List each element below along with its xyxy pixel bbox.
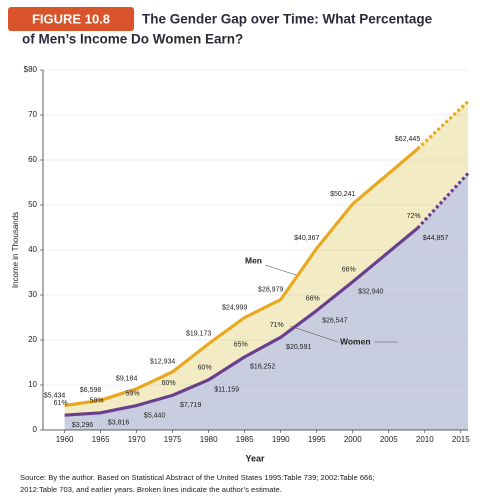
value-label: $44,857 (423, 235, 448, 242)
value-label: $50,241 (330, 191, 355, 198)
x-tick-label: 1975 (164, 435, 182, 444)
value-label: $62,445 (395, 136, 420, 143)
value-label: $28,979 (258, 286, 283, 293)
ratio-label: 72% (407, 213, 421, 220)
y-tick-label: 70 (28, 110, 37, 119)
x-tick-label: 2010 (416, 435, 434, 444)
value-label: $40,367 (294, 235, 319, 242)
plot: 0 10 20 30 40 50 60 70 $80 1960 1965 1970 1975 1980 19… (24, 65, 471, 444)
ratio-label: 66% (342, 267, 356, 274)
y-tick-label: 50 (28, 200, 37, 209)
x-tick-label: 1990 (272, 435, 290, 444)
line (64, 147, 419, 408)
chart-title: The Gender Gap over Time: What Percentag… (142, 12, 433, 27)
value-label: $19,173 (186, 331, 211, 338)
ratio-label: 59% (126, 390, 140, 397)
figure-badge (8, 7, 134, 31)
x-tick-label: 1965 (92, 435, 110, 444)
value-label: $9,184 (116, 376, 138, 383)
value-label: $12,934 (150, 359, 175, 366)
value-label: $20,591 (286, 344, 311, 351)
value-label: $3,816 (108, 420, 130, 427)
ratio-label: 65% (234, 342, 248, 349)
y-tick-label: $80 (24, 65, 38, 74)
y-tick-label: 60 (28, 155, 37, 164)
value-label: $26,547 (322, 317, 347, 324)
y-tick-label: 0 (33, 425, 38, 434)
area (64, 173, 468, 430)
legend-label: Women (340, 336, 371, 346)
ratio-label: 61% (54, 400, 68, 407)
leader (289, 325, 339, 343)
estimate-line (416, 100, 470, 151)
value-label: $5,440 (144, 412, 166, 419)
y-tick-label: 40 (28, 245, 37, 254)
x-tick-label: 1980 (200, 435, 218, 444)
ratio-label: 71% (270, 322, 284, 329)
y-tick-label: 10 (28, 380, 37, 389)
x-tick-label: 1985 (236, 435, 254, 444)
ratio-label: 58% (90, 398, 104, 405)
value-label: $7,719 (180, 402, 202, 409)
value-label: $32,940 (358, 289, 383, 296)
x-tick-label: 1995 (308, 435, 326, 444)
figure-label: FIGURE 10.8 (32, 11, 110, 26)
x-tick-label: 2005 (380, 435, 398, 444)
y-tick-label: 20 (28, 335, 37, 344)
source: Source: By the author. Based on Statisti… (20, 473, 375, 482)
line (64, 226, 419, 417)
x-tick-label: 2015 (452, 435, 470, 444)
x-axis-label: Year (245, 453, 265, 463)
value-label: $3,296 (72, 422, 94, 429)
value-label: $16,252 (250, 364, 275, 371)
value-label: $11,159 (214, 387, 239, 394)
x-tick-label: 2000 (344, 435, 362, 444)
value-label: $5,434 (44, 392, 66, 399)
x-tick-label: 1970 (128, 435, 146, 444)
y-axis-label: Income in Thousands (11, 212, 20, 288)
ratio-label: 60% (162, 380, 176, 387)
ratio-label: 66% (306, 295, 320, 302)
x-tick-label: 1960 (56, 435, 74, 444)
estimate-line (416, 172, 470, 230)
y-tick-label: 30 (28, 290, 37, 299)
source: 2012:Table 703, and earlier years. Broke… (20, 485, 282, 494)
ratio-label: 60% (198, 365, 212, 372)
chart-title: of Men’s Income Do Women Earn? (22, 32, 243, 47)
legend-label: Men (245, 255, 262, 265)
value-label: $24,999 (222, 304, 247, 311)
value-label: $6,598 (80, 387, 102, 394)
leader (264, 264, 297, 276)
